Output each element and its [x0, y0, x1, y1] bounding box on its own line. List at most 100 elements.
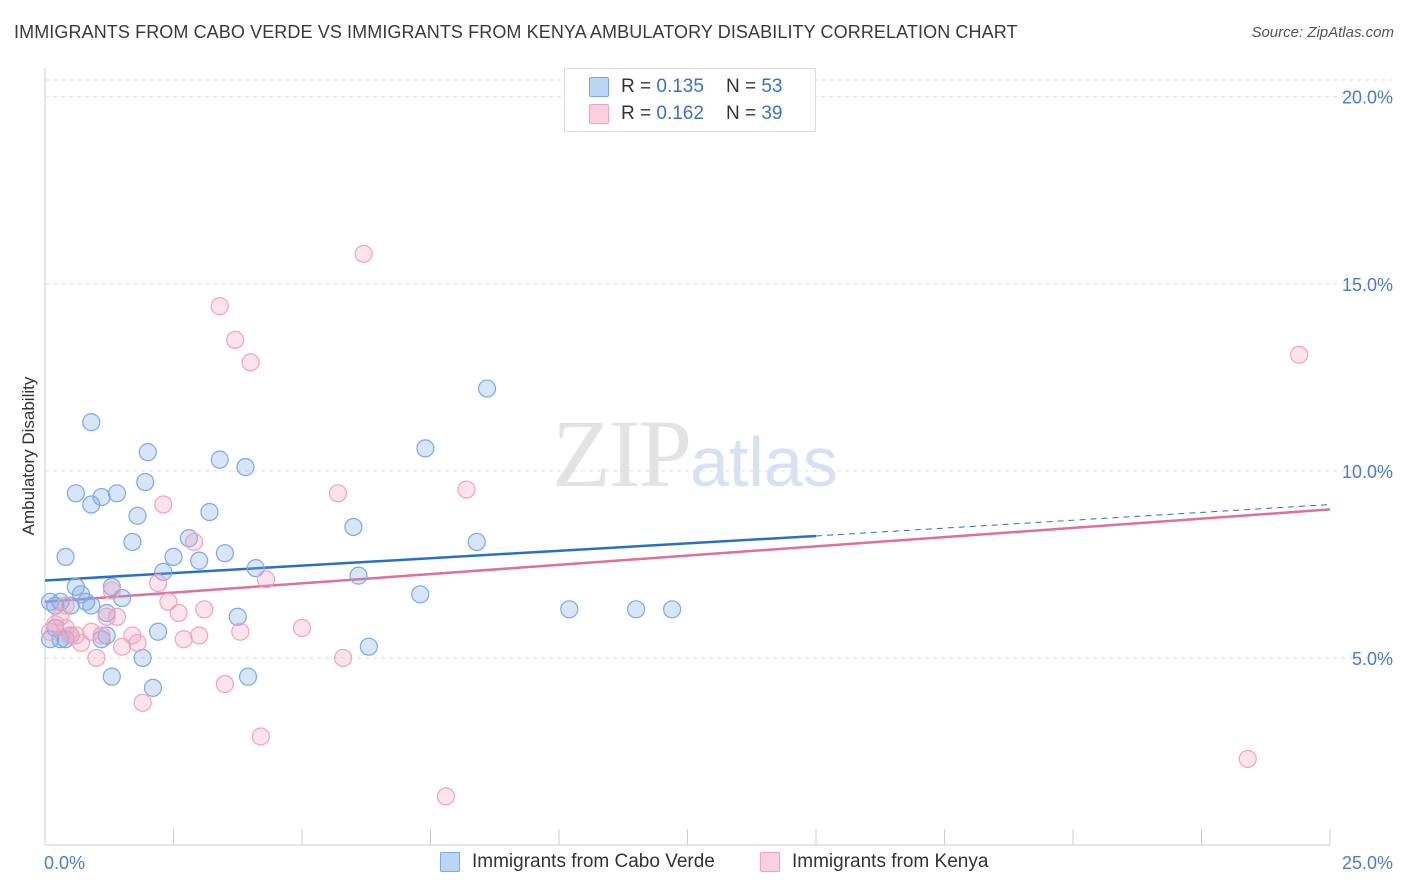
x-tick-label: 0.0%: [44, 853, 85, 873]
point-kenya: [1290, 345, 1309, 364]
stats-legend: R = 0.135 N = 53 R = 0.162 N = 39: [564, 68, 816, 132]
point-cabo-verde: [467, 532, 486, 552]
watermark: ZIPatlas: [552, 398, 838, 509]
point-cabo-verde: [349, 566, 368, 585]
point-kenya: [159, 592, 178, 611]
point-kenya: [241, 353, 260, 372]
trend-lines: [44, 504, 1331, 604]
legend-r-value: 0.162: [656, 103, 704, 124]
point-cabo-verde: [107, 484, 127, 503]
point-kenya: [215, 675, 234, 694]
watermark-atlas: atlas: [690, 423, 838, 501]
point-kenya: [71, 633, 91, 653]
point-cabo-verde: [56, 547, 75, 567]
point-cabo-verde: [236, 458, 255, 477]
source-label: Source: ZipAtlas.com: [1251, 24, 1394, 41]
legend-n-label: N =: [725, 103, 757, 124]
y-tick-label: 20.0%: [1342, 88, 1393, 108]
legend-row-cabo-verde: R = 0.135 N = 53: [589, 74, 782, 100]
point-kenya: [133, 693, 152, 712]
point-kenya: [174, 630, 193, 649]
point-cabo-verde: [82, 495, 101, 514]
point-kenya: [128, 633, 147, 653]
point-cabo-verde: [66, 484, 85, 503]
bottom-legend-cabo-verde: Immigrants from Cabo Verde: [440, 851, 715, 873]
point-cabo-verde: [190, 551, 209, 570]
point-cabo-verde: [228, 607, 247, 626]
point-kenya: [51, 607, 70, 626]
point-kenya: [328, 484, 348, 503]
watermark-zip: ZIP: [552, 400, 692, 507]
point-kenya: [457, 480, 476, 499]
point-kenya: [251, 727, 270, 746]
tick-labels: 5.0% 10.0% 15.0% 20.0% 0.0% 25.0%: [44, 88, 1393, 873]
point-kenya: [87, 648, 106, 668]
legend-r-label: R =: [621, 76, 652, 97]
bottom-swatch-cabo-verde: [440, 852, 460, 872]
point-kenya: [107, 607, 127, 626]
point-kenya: [154, 495, 173, 514]
legend-r-label: R =: [621, 103, 652, 124]
trend-line-cabo-verde: [44, 534, 817, 582]
point-kenya: [61, 626, 80, 645]
point-cabo-verde: [138, 443, 157, 462]
data-points: [41, 244, 1309, 806]
point-cabo-verde: [123, 532, 142, 552]
point-kenya: [112, 637, 132, 656]
point-kenya: [102, 581, 121, 600]
point-kenya: [354, 244, 373, 263]
point-kenya: [92, 626, 111, 645]
point-kenya: [292, 618, 312, 638]
axes: [44, 68, 1331, 846]
chart-title: IMMIGRANTS FROM CABO VERDE VS IMMIGRANTS…: [14, 22, 1018, 42]
bottom-legend-label: Immigrants from Kenya: [792, 851, 989, 872]
point-cabo-verde: [215, 544, 234, 563]
legend-r-value: 0.135: [656, 76, 704, 97]
point-kenya: [1238, 749, 1257, 769]
point-cabo-verde: [200, 502, 219, 522]
point-cabo-verde: [359, 637, 378, 656]
point-cabo-verde: [477, 379, 497, 398]
point-kenya: [210, 297, 229, 316]
point-kenya: [169, 603, 188, 623]
point-cabo-verde: [344, 517, 363, 537]
legend-swatch-cabo-verde: [589, 77, 609, 97]
point-kenya: [97, 607, 116, 626]
trend-line-kenya: [44, 508, 1331, 604]
bottom-legend-kenya: Immigrants from Kenya: [760, 851, 988, 873]
point-cabo-verde: [92, 487, 111, 507]
point-cabo-verde: [626, 600, 646, 619]
point-kenya: [231, 622, 250, 641]
point-cabo-verde: [210, 450, 229, 469]
point-cabo-verde: [411, 585, 430, 604]
point-cabo-verde: [560, 600, 579, 619]
point-kenya: [184, 532, 204, 552]
point-kenya: [56, 596, 75, 615]
point-kenya: [82, 622, 101, 641]
point-cabo-verde: [61, 596, 80, 615]
point-kenya: [226, 330, 245, 350]
point-kenya: [148, 573, 168, 593]
legend-row-kenya: R = 0.162 N = 39: [589, 101, 782, 127]
point-kenya: [334, 648, 353, 668]
legend-n-label: N =: [725, 76, 757, 97]
point-cabo-verde: [416, 439, 435, 458]
legend-swatch-kenya: [589, 104, 609, 124]
trend-line-cabo-verde-extension: [815, 504, 1331, 537]
point-kenya: [195, 600, 214, 619]
y-tick-label: 5.0%: [1352, 649, 1393, 669]
point-cabo-verde: [112, 588, 132, 608]
bottom-legend-label: Immigrants from Cabo Verde: [472, 851, 715, 872]
point-cabo-verde: [82, 596, 101, 615]
point-kenya: [256, 570, 276, 589]
point-cabo-verde: [82, 413, 101, 432]
point-cabo-verde: [148, 622, 168, 641]
point-kenya: [190, 626, 209, 645]
point-cabo-verde: [143, 678, 163, 697]
y-tick-label: 10.0%: [1342, 462, 1393, 482]
y-axis-label: Ambulatory Disability: [19, 376, 38, 535]
point-cabo-verde: [102, 667, 121, 686]
y-tick-label: 15.0%: [1342, 275, 1393, 295]
x-tick-label: 25.0%: [1342, 853, 1393, 873]
